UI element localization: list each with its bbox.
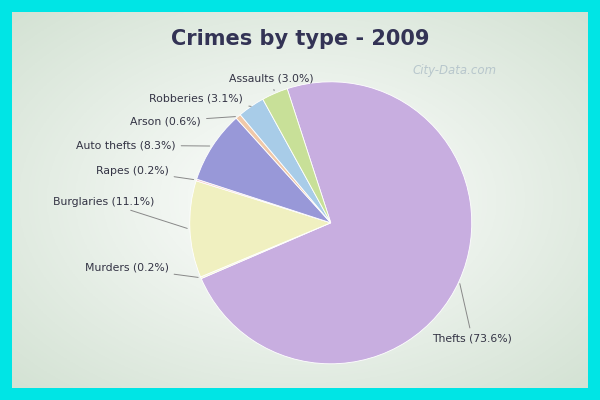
Text: Murders (0.2%): Murders (0.2%) bbox=[85, 263, 198, 278]
Text: Assaults (3.0%): Assaults (3.0%) bbox=[229, 74, 314, 91]
Text: Robberies (3.1%): Robberies (3.1%) bbox=[149, 94, 251, 106]
Text: Rapes (0.2%): Rapes (0.2%) bbox=[96, 166, 194, 180]
Text: Arson (0.6%): Arson (0.6%) bbox=[130, 116, 235, 126]
Wedge shape bbox=[240, 99, 331, 223]
Text: Crimes by type - 2009: Crimes by type - 2009 bbox=[171, 29, 429, 49]
Text: Burglaries (11.1%): Burglaries (11.1%) bbox=[53, 197, 187, 228]
Text: Thefts (73.6%): Thefts (73.6%) bbox=[432, 284, 512, 344]
Wedge shape bbox=[201, 82, 472, 364]
Text: Auto thefts (8.3%): Auto thefts (8.3%) bbox=[76, 140, 209, 150]
Wedge shape bbox=[236, 115, 331, 223]
Wedge shape bbox=[190, 181, 331, 277]
Text: City-Data.com: City-Data.com bbox=[412, 64, 496, 77]
Wedge shape bbox=[196, 179, 331, 223]
Wedge shape bbox=[200, 223, 331, 278]
Wedge shape bbox=[263, 89, 331, 223]
Wedge shape bbox=[197, 118, 331, 223]
